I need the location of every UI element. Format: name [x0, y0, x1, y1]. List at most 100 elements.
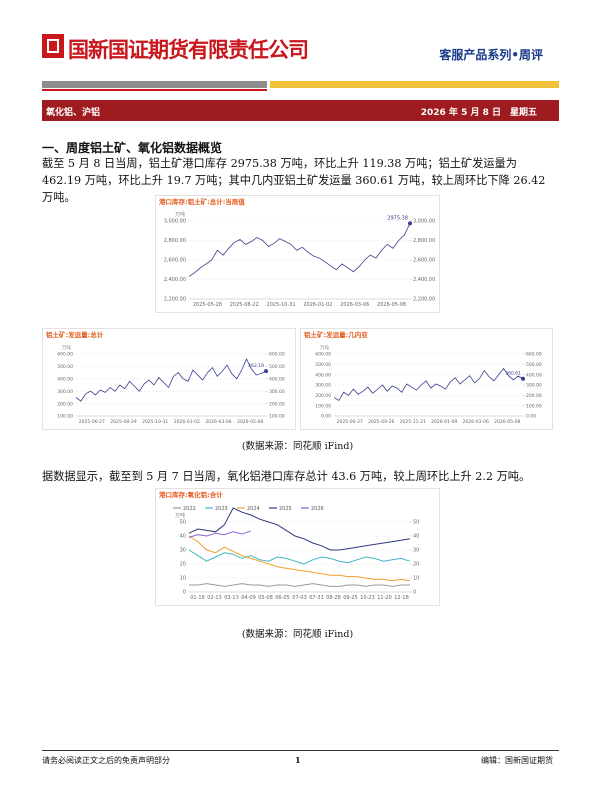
y-tick-label: 400.00: [57, 377, 73, 383]
y-tick-label: 0: [183, 590, 186, 596]
y-tick-label: 2,200.00: [164, 297, 186, 303]
x-tick-label: 03-13: [224, 595, 239, 601]
y2-tick-label: 600.00: [269, 352, 285, 358]
y2-tick-label: 2,400.00: [413, 277, 435, 283]
y2-tick-label: 200.00: [526, 393, 542, 399]
y2-tick-label: 20: [413, 562, 419, 568]
x-tick-label: 2026-03-06: [463, 419, 489, 425]
rule-yellow: [270, 81, 559, 88]
legend-label: 2022: [183, 506, 196, 512]
data-line: [75, 358, 267, 402]
legend-label: 2024: [247, 506, 260, 512]
x-tick-label: 07-03: [292, 595, 307, 601]
chart-title: 铝土矿:发运量:总计: [46, 330, 104, 339]
data-line: [333, 367, 524, 402]
y2-tick-label: 2,600.00: [413, 258, 435, 264]
x-tick-label: 05-08: [258, 595, 273, 601]
annotation: 462.19: [248, 363, 264, 369]
y2-tick-label: 100.00: [526, 403, 542, 409]
y-tick-label: 30: [180, 548, 186, 554]
y-tick-label: 200.00: [57, 401, 73, 407]
y2-tick-label: 0.00: [526, 414, 536, 420]
x-tick-label: 2026-05-08: [494, 419, 520, 425]
legend-label: 2025: [279, 506, 292, 512]
disclaimer: 请务必阅读正文之后的免责声明部分: [42, 756, 170, 765]
x-tick-label: 2026-05-08: [237, 419, 263, 425]
y-tick-label: 3,000.00: [164, 219, 186, 225]
y2-tick-label: 10: [413, 576, 419, 582]
weekday: 星期五: [509, 108, 537, 118]
product: 氧化铝、沪铝: [46, 108, 101, 118]
y-tick-label: 500.00: [315, 362, 331, 368]
legend-label: 2023: [215, 506, 228, 512]
data-line: [188, 530, 252, 538]
last-point: [408, 221, 412, 226]
date: 2026 年 5 月 8 日: [420, 108, 501, 118]
y-tick-label: 0.00: [321, 414, 331, 420]
y2-tick-label: 3,000.00: [413, 219, 435, 225]
x-tick-label: 2025-06-27: [337, 419, 363, 425]
x-tick-label: 2025-05-28: [193, 302, 222, 308]
data-line: [188, 507, 411, 551]
rule-gray: [42, 81, 267, 88]
x-tick-label: 07-31: [309, 595, 324, 601]
data-line: [188, 549, 411, 565]
x-tick-label: 2025-09-26: [368, 419, 394, 425]
last-point: [521, 376, 525, 381]
legend-label: 2026: [311, 506, 324, 512]
y-tick-label: 500.00: [57, 364, 73, 370]
section-title: 一、周度铝土矿、氧化铝数据概览: [42, 141, 223, 155]
x-tick-label: 2026-03-06: [205, 419, 231, 425]
y-tick-label: 200.00: [315, 393, 331, 399]
y-tick-label: 600.00: [315, 352, 331, 358]
x-tick-label: 06-05: [275, 595, 290, 601]
y-tick-label: 300.00: [57, 389, 73, 395]
y2-tick-label: 600.00: [526, 352, 542, 358]
logo: [42, 34, 64, 58]
y2-tick-label: 300.00: [269, 389, 285, 395]
x-tick-label: 2025-06-27: [79, 419, 105, 425]
x-tick-label: 2026-01-02: [174, 419, 200, 425]
y2-tick-label: 50: [413, 520, 419, 526]
rule-red: [42, 89, 267, 91]
x-tick-label: 12-18: [394, 595, 409, 601]
y-tick-label: 100.00: [315, 403, 331, 409]
editor: 编辑：国新国证期货: [481, 756, 553, 765]
data-line: [189, 583, 410, 587]
x-tick-label: 2025-10-31: [267, 302, 296, 308]
x-tick-label: 02-13: [207, 595, 222, 601]
x-tick-label: 11-20: [377, 595, 392, 601]
last-point: [264, 369, 268, 374]
y-tick-label: 400.00: [315, 372, 331, 378]
x-tick-label: 2026-03-06: [340, 302, 369, 308]
series-name: 客服产品系列•周评: [439, 48, 543, 62]
data-line: [188, 223, 411, 277]
y-tick-label: 2,400.00: [164, 277, 186, 283]
source-note: (数据来源：同花顺 iFind): [241, 629, 354, 640]
chart-frame: [155, 195, 440, 313]
x-tick-label: 2026-01-09: [431, 419, 457, 425]
page-number: 1: [295, 755, 301, 765]
unit-label: 万吨: [320, 344, 329, 351]
y-tick-label: 600.00: [57, 352, 73, 358]
y2-tick-label: 500.00: [269, 364, 285, 370]
y2-tick-label: 100.00: [269, 414, 285, 420]
chart-frame: [155, 488, 440, 606]
y2-tick-label: 300.00: [526, 383, 542, 389]
y-tick-label: 2,800.00: [164, 238, 186, 244]
data-line: [188, 535, 411, 582]
x-tick-label: 2025-10-31: [142, 419, 168, 425]
y2-tick-label: 0: [413, 590, 416, 596]
banner: 氧化铝、沪铝 2026 年 5 月 8 日 星期五: [42, 100, 559, 121]
annotation: 2975.38: [387, 215, 408, 221]
y2-tick-label: 2,800.00: [413, 238, 435, 244]
y2-tick-label: 30: [413, 548, 419, 554]
chart-title: 铝土矿:发运量:几内亚: [304, 330, 368, 339]
y-tick-label: 300.00: [315, 383, 331, 389]
unit-label: 万吨: [175, 211, 185, 218]
y-tick-label: 40: [180, 534, 186, 540]
